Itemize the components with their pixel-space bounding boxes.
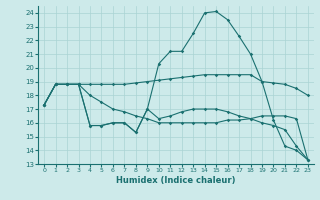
X-axis label: Humidex (Indice chaleur): Humidex (Indice chaleur): [116, 176, 236, 185]
